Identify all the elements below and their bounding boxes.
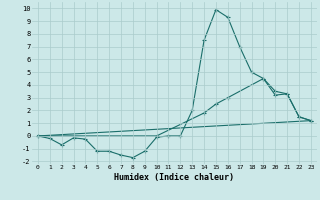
X-axis label: Humidex (Indice chaleur): Humidex (Indice chaleur) <box>115 173 234 182</box>
